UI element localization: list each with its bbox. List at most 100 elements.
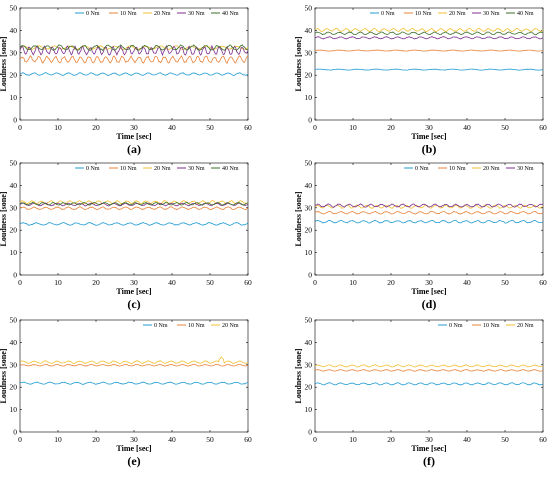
legend-label: 0 Nm xyxy=(86,166,100,172)
y-tick-label: 40 xyxy=(10,26,18,35)
legend-label: 20 Nm xyxy=(483,166,500,172)
x-tick-label: 20 xyxy=(92,278,100,287)
x-tick-label: 30 xyxy=(130,278,138,287)
legend-label: 20 Nm xyxy=(449,11,466,17)
x-tick-label: 0 xyxy=(18,435,22,444)
y-tick-label: 40 xyxy=(305,338,313,347)
y-tick-label: 0 xyxy=(308,116,312,125)
axes-box xyxy=(314,7,544,121)
x-tick-label: 30 xyxy=(130,435,138,444)
series-line xyxy=(314,203,544,208)
legend-label: 0 Nm xyxy=(154,323,168,329)
y-tick-label: 0 xyxy=(308,271,312,280)
y-tick-label: 40 xyxy=(10,338,18,347)
legend-label: 20 Nm xyxy=(222,323,239,329)
x-axis-label: Time [sec] xyxy=(116,132,152,141)
x-tick-label: 20 xyxy=(92,123,100,132)
y-tick-label: 30 xyxy=(305,203,313,212)
x-tick-label: 60 xyxy=(244,435,252,444)
chart-svg: 0 10 20 30 40 50 60 0 10 20 30 40 50 Time [sec] Loudne… xyxy=(0,159,252,297)
y-axis-label: Loudness [sone] xyxy=(0,348,8,403)
x-axis-label: Time [sec] xyxy=(411,287,447,296)
x-tick-label: 40 xyxy=(463,123,471,132)
x-tick-label: 40 xyxy=(168,278,176,287)
x-tick-label: 0 xyxy=(18,123,22,132)
x-tick-label: 60 xyxy=(539,435,547,444)
y-tick-label: 0 xyxy=(13,428,17,437)
x-tick-label: 0 xyxy=(18,278,22,287)
legend-label: 20 Nm xyxy=(154,11,171,17)
panel-caption: (e) xyxy=(127,454,141,468)
y-tick-label: 40 xyxy=(10,181,18,190)
y-tick-label: 30 xyxy=(10,48,18,57)
series-line xyxy=(19,45,249,51)
x-tick-label: 50 xyxy=(501,123,509,132)
y-tick-label: 0 xyxy=(308,428,312,437)
chart-panel: 0 10 20 30 40 50 60 0 10 20 30 40 50 Time [sec] Loudne… xyxy=(0,155,255,312)
y-tick-label: 50 xyxy=(305,4,313,13)
series-line xyxy=(19,199,249,205)
x-tick-label: 50 xyxy=(206,278,214,287)
y-axis-label: Loudness [sone] xyxy=(294,348,303,403)
x-tick-label: 40 xyxy=(168,435,176,444)
x-tick-label: 10 xyxy=(54,123,62,132)
series-line xyxy=(314,68,544,71)
series-line xyxy=(314,27,544,33)
x-tick-label: 60 xyxy=(244,278,252,287)
legend-label: 30 Nm xyxy=(483,11,500,17)
chart-panel: 0 10 20 30 40 50 60 0 10 20 30 40 50 Time [sec] Loudne… xyxy=(294,0,550,157)
y-tick-label: 20 xyxy=(305,226,313,235)
chart-svg: 0 10 20 30 40 50 60 0 10 20 30 40 50 Time [sec] Loudne… xyxy=(0,4,252,142)
series-line xyxy=(314,382,544,386)
legend-label: 0 Nm xyxy=(381,11,395,17)
legend-label: 20 Nm xyxy=(154,166,171,172)
legend-label: 10 Nm xyxy=(449,166,466,172)
legend-label: 10 Nm xyxy=(120,166,137,172)
legend-label: 0 Nm xyxy=(449,323,463,329)
x-tick-label: 10 xyxy=(54,278,62,287)
chart-svg: 0 10 20 30 40 50 60 0 10 20 30 40 50 Time [sec] Loudne… xyxy=(0,316,252,454)
x-tick-label: 20 xyxy=(387,123,395,132)
series-line xyxy=(19,55,248,64)
legend-label: 0 Nm xyxy=(415,166,429,172)
x-tick-label: 60 xyxy=(244,123,252,132)
x-tick-label: 50 xyxy=(206,435,214,444)
y-tick-label: 0 xyxy=(13,116,17,125)
panel-caption: (c) xyxy=(127,297,141,311)
series-line xyxy=(19,206,249,211)
x-tick-label: 10 xyxy=(349,123,357,132)
y-tick-label: 10 xyxy=(10,93,18,102)
chart-svg: 0 10 20 30 40 50 60 0 10 20 30 40 50 Time [sec] Loudne… xyxy=(294,316,547,454)
x-tick-label: 60 xyxy=(539,278,547,287)
legend-label: 40 Nm xyxy=(517,11,534,17)
axes-box xyxy=(19,162,249,276)
series-line xyxy=(314,369,544,372)
series-line xyxy=(19,363,249,367)
y-tick-label: 10 xyxy=(305,248,313,257)
y-tick-label: 20 xyxy=(305,383,313,392)
panel-caption: (f) xyxy=(423,454,435,468)
series-line xyxy=(314,364,544,368)
series-line xyxy=(19,72,249,76)
legend-label: 40 Nm xyxy=(222,166,239,172)
legend-label: 40 Nm xyxy=(222,11,239,17)
x-tick-label: 20 xyxy=(387,278,395,287)
x-tick-label: 0 xyxy=(313,278,317,287)
x-tick-label: 50 xyxy=(206,123,214,132)
legend-label: 30 Nm xyxy=(188,11,205,17)
series-line xyxy=(314,36,544,40)
panel-caption: (a) xyxy=(127,142,141,156)
series-line xyxy=(19,44,249,57)
y-tick-label: 40 xyxy=(305,26,313,35)
y-axis-label: Loudness [sone] xyxy=(294,191,303,246)
y-tick-label: 30 xyxy=(10,203,18,212)
axes-box xyxy=(314,162,544,276)
y-tick-label: 30 xyxy=(305,360,313,369)
y-tick-label: 50 xyxy=(305,316,313,325)
y-tick-label: 50 xyxy=(10,316,18,325)
x-axis-label: Time [sec] xyxy=(411,132,447,141)
series-line xyxy=(315,49,543,52)
y-tick-label: 20 xyxy=(10,226,18,235)
axes-box xyxy=(19,319,249,433)
y-tick-label: 10 xyxy=(305,405,313,414)
